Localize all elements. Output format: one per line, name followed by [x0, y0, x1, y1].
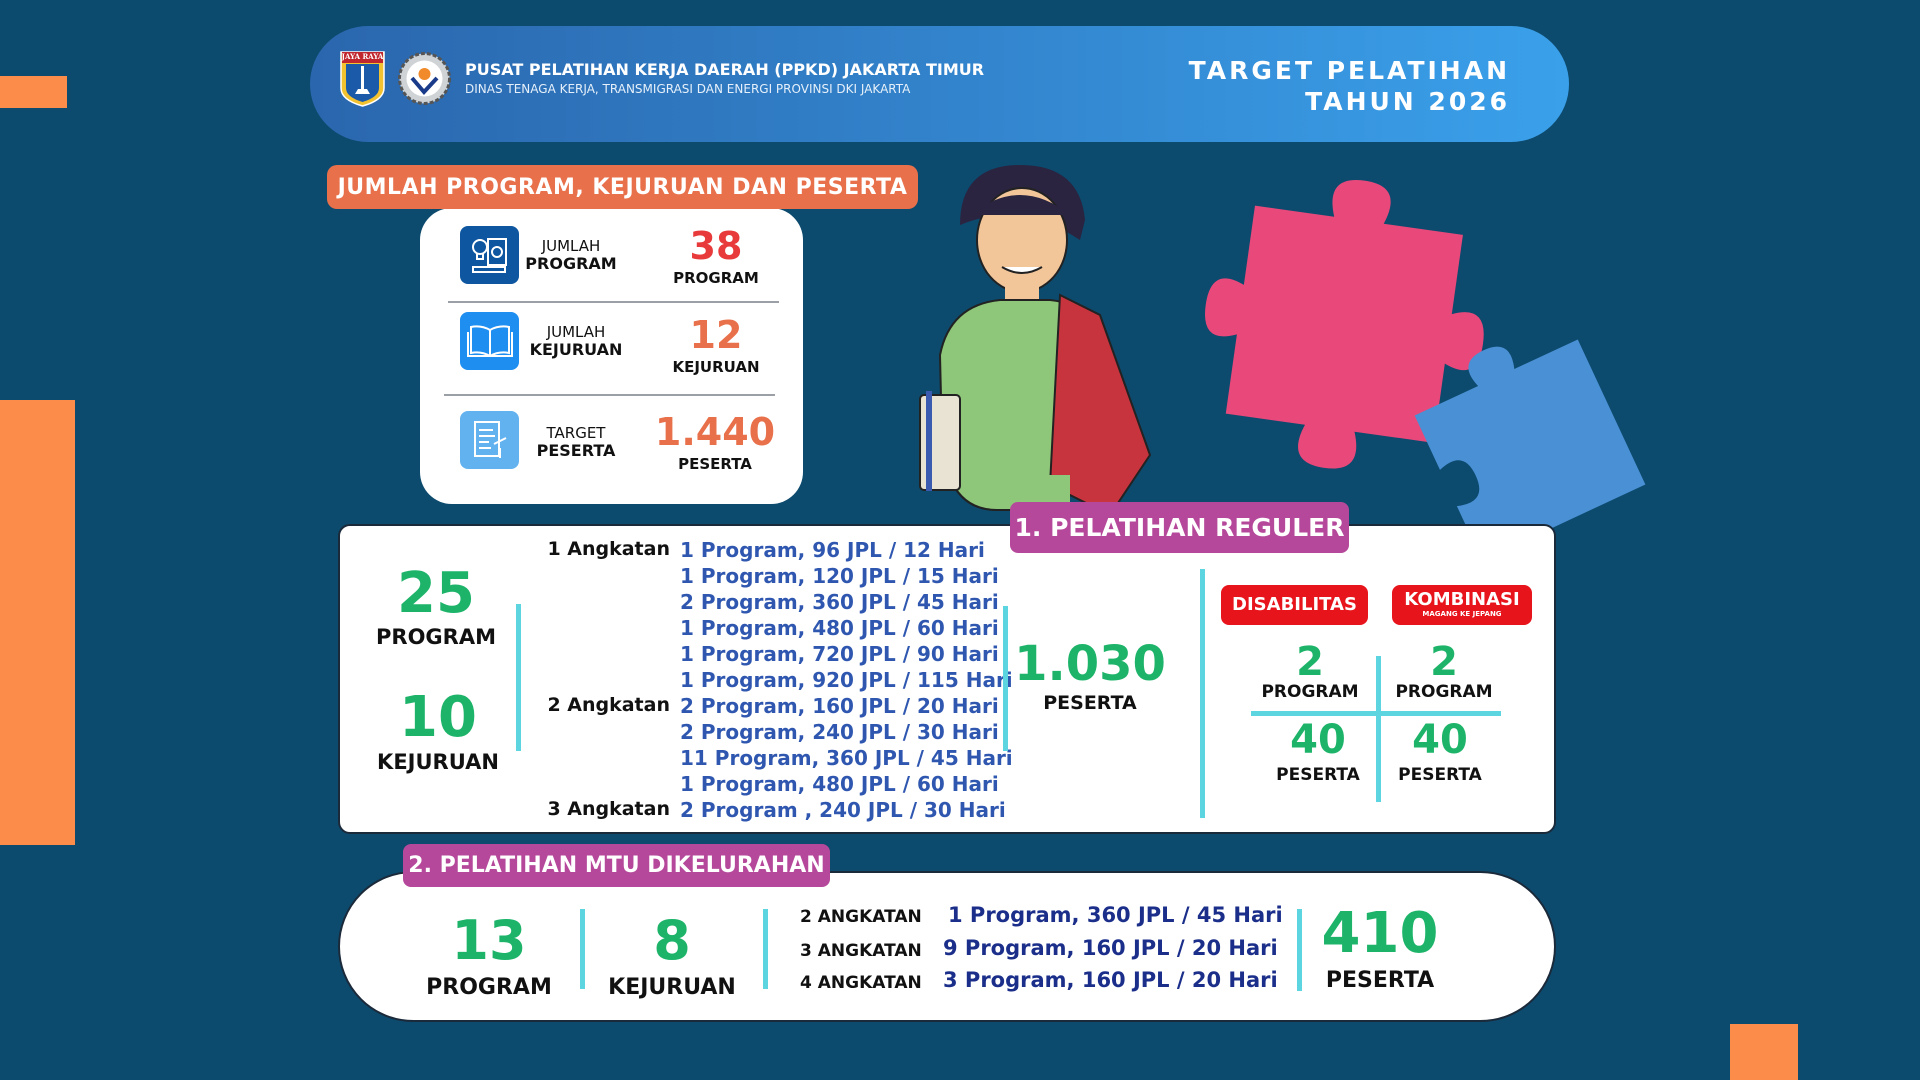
decor-orange-block: [1730, 1024, 1798, 1080]
disabilitas-program-label: PROGRAM: [1261, 682, 1359, 702]
jakarta-logo-text: JAYA RAYA: [341, 52, 384, 61]
program-label-bottom: PROGRAM: [525, 254, 617, 273]
divider-vertical: [1376, 656, 1381, 802]
kombinasi-badge: KOMBINASI MAGANG KE JEPANG: [1392, 585, 1532, 625]
program-line: 1 Program, 480 JPL / 60 Hari: [680, 772, 999, 796]
program-line: 1 Program, 120 JPL / 15 Hari: [680, 564, 999, 588]
divider-vertical: [516, 604, 521, 751]
disabilitas-peserta-count: 40: [1290, 717, 1346, 763]
mtu-peserta-label: PESERTA: [1325, 968, 1435, 993]
header-subtitle: DINAS TENAGA KERJA, TRANSMIGRASI DAN ENE…: [465, 82, 911, 96]
kejuruan-total-unit: KEJURUAN: [672, 358, 760, 376]
peserta-total-unit: PESERTA: [678, 455, 752, 473]
reguler-card: [338, 524, 1556, 834]
kombinasi-sublabel: MAGANG KE JEPANG: [1422, 610, 1502, 618]
divider-vertical: [1297, 909, 1302, 991]
decor-orange-block: [0, 76, 67, 108]
program-label: JUMLAH PROGRAM: [511, 237, 631, 273]
mtu-program-line: 1 Program, 360 JPL / 45 Hari: [948, 903, 1283, 927]
kombinasi-peserta-count: 40: [1412, 717, 1468, 763]
program-line: 1 Program, 96 JPL / 12 Hari: [680, 538, 985, 562]
peserta-total: 1.440 PESERTA: [630, 413, 800, 472]
mtu-kejuruan-count: 8: [653, 909, 691, 972]
program-line: 2 Program, 240 JPL / 30 Hari: [680, 720, 999, 744]
kejuruan-label-top: JUMLAH: [546, 323, 606, 341]
reguler-section-title: 1. PELATIHAN REGULER: [1010, 502, 1349, 553]
mtu-kejuruan-label: KEJURUAN: [608, 975, 736, 1000]
mtu-card: [338, 871, 1556, 1022]
program-line: 11 Program, 360 JPL / 45 Hari: [680, 746, 1013, 770]
reguler-peserta-count: 1.030: [1014, 636, 1166, 692]
mtu-angkatan-label: 3 ANGKATAN: [800, 941, 922, 961]
mtu-program-line: 3 Program, 160 JPL / 20 Hari: [943, 968, 1278, 992]
disabilitas-badge: DISABILITAS: [1221, 585, 1368, 625]
angkatan-label: 2 Angkatan: [547, 694, 670, 716]
peserta-label-bottom: PESERTA: [536, 441, 616, 460]
divider: [444, 394, 775, 396]
kombinasi-program-label: PROGRAM: [1395, 682, 1493, 702]
program-line: 1 Program, 920 JPL / 115 Hari: [680, 668, 1013, 692]
mtu-angkatan-label: 2 ANGKATAN: [800, 907, 922, 927]
angkatan-label: 3 Angkatan: [547, 798, 670, 820]
kejuruan-total-value: 12: [689, 313, 743, 357]
decor-orange-block: [0, 400, 75, 845]
divider: [448, 301, 779, 303]
document-sign-icon: [460, 411, 519, 469]
disabilitas-program-count: 2: [1296, 639, 1324, 685]
header-target-line1: TARGET PELATIHAN: [1188, 56, 1510, 85]
mtu-section-title: 2. PELATIHAN MTU DIKELURAHAN: [403, 844, 830, 887]
header-banner: [310, 26, 1569, 142]
summary-section-title: JUMLAH PROGRAM, KEJURUAN DAN PESERTA: [327, 165, 918, 209]
kejuruan-total: 12 KEJURUAN: [631, 316, 801, 375]
reguler-peserta-label: PESERTA: [1043, 692, 1137, 714]
program-total-unit: PROGRAM: [673, 269, 759, 287]
kombinasi-program-count: 2: [1430, 639, 1458, 685]
peserta-total-value: 1.440: [654, 410, 776, 454]
mtu-peserta-count: 410: [1321, 901, 1439, 966]
kombinasi-peserta-label: PESERTA: [1398, 765, 1482, 785]
mtu-angkatan-label: 4 ANGKATAN: [800, 973, 922, 993]
puzzle-pieces-illustration: [1205, 180, 1646, 561]
kejuruan-label: JUMLAH KEJURUAN: [516, 323, 636, 359]
program-line: 2 Program , 240 JPL / 30 Hari: [680, 798, 1006, 822]
divider-vertical: [1200, 569, 1205, 818]
program-label-top: JUMLAH: [541, 237, 601, 255]
kejuruan-label-bottom: KEJURUAN: [529, 340, 623, 359]
program-line: 1 Program, 480 JPL / 60 Hari: [680, 616, 999, 640]
kombinasi-label: KOMBINASI: [1404, 589, 1520, 610]
reguler-program-label: PROGRAM: [376, 625, 496, 649]
jakarta-logo: [339, 50, 386, 108]
program-icon: [460, 226, 519, 284]
header-title: PUSAT PELATIHAN KERJA DAERAH (PPKD) JAKA…: [465, 60, 985, 79]
disabilitas-peserta-label: PESERTA: [1276, 765, 1360, 785]
divider-vertical: [580, 909, 585, 989]
program-total: 38 PROGRAM: [631, 227, 801, 286]
peserta-label-top: TARGET: [546, 424, 606, 442]
reguler-kejuruan-count: 10: [399, 685, 477, 750]
mtu-program-label: PROGRAM: [426, 975, 552, 1000]
program-total-value: 38: [689, 224, 743, 268]
student-illustration: [919, 165, 1152, 517]
mtu-program-line: 9 Program, 160 JPL / 20 Hari: [943, 936, 1278, 960]
program-line: 2 Program, 360 JPL / 45 Hari: [680, 590, 999, 614]
peserta-label: TARGET PESERTA: [516, 424, 636, 460]
mtu-program-count: 13: [451, 909, 527, 972]
program-line: 2 Program, 160 JPL / 20 Hari: [680, 694, 999, 718]
angkatan-label: 1 Angkatan: [547, 538, 670, 560]
disabilitas-label: DISABILITAS: [1232, 594, 1357, 615]
program-line: 1 Program, 720 JPL / 90 Hari: [680, 642, 999, 666]
ppkd-logo: [398, 52, 451, 105]
divider-vertical: [1003, 606, 1008, 751]
header-target-line2: TAHUN 2026: [1305, 87, 1510, 116]
divider-vertical: [763, 909, 768, 989]
reguler-kejuruan-label: KEJURUAN: [377, 750, 499, 774]
reguler-program-count: 25: [397, 561, 475, 626]
book-icon: [460, 312, 519, 370]
